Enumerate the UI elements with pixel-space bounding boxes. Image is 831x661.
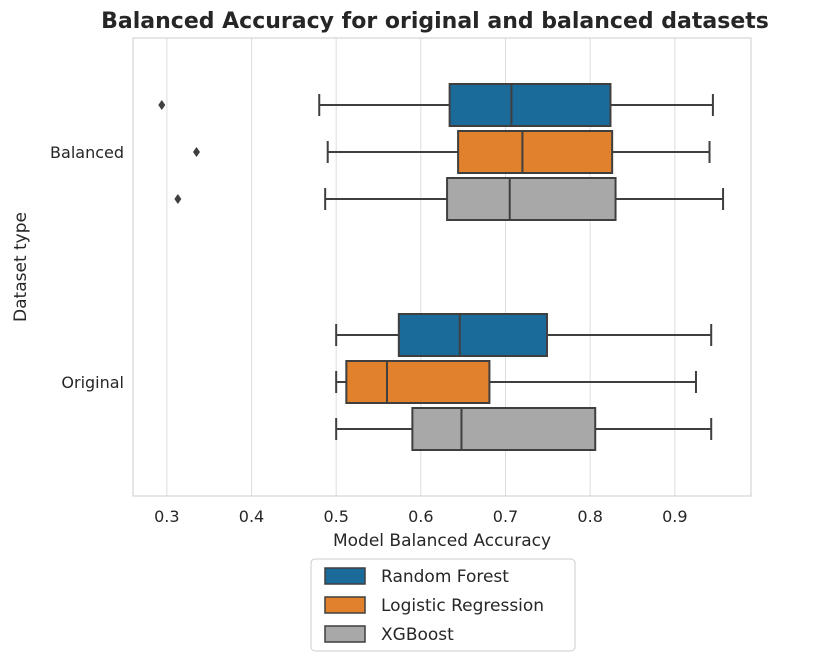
x-tick-labels: 0.3 0.4 0.5 0.6 0.7 0.8 0.9 xyxy=(154,507,687,526)
box-logistic-regression-balanced xyxy=(192,130,711,174)
y-tick-label-balanced: Balanced xyxy=(50,143,124,162)
plot-frame xyxy=(132,37,752,497)
outlier-point xyxy=(158,100,166,110)
x-tick-label: 0.3 xyxy=(154,507,179,526)
x-axis-label: Model Balanced Accuracy xyxy=(333,531,551,551)
legend-swatch-xgboost xyxy=(324,625,366,643)
legend: Random Forest Logistic Regression XGBoost xyxy=(310,558,576,652)
box-xgboost-balanced xyxy=(174,177,725,221)
x-tick-label: 0.5 xyxy=(323,507,348,526)
box-logistic-regression-original xyxy=(335,360,697,404)
legend-label-logistic-regression: Logistic Regression xyxy=(381,596,544,616)
chart-title: Balanced Accuracy for original and balan… xyxy=(101,9,769,34)
iqr-box xyxy=(446,177,617,221)
legend-swatch-random-forest xyxy=(324,567,366,585)
iqr-box xyxy=(345,360,491,404)
box-random-forest-balanced xyxy=(158,83,714,127)
box-random-forest-original xyxy=(335,313,713,357)
x-tick-label: 0.9 xyxy=(662,507,687,526)
y-tick-label-original: Original xyxy=(61,373,124,392)
legend-swatch-logistic-regression xyxy=(324,596,366,614)
iqr-box xyxy=(411,407,597,451)
outlier-point xyxy=(174,194,182,204)
iqr-box xyxy=(397,313,548,357)
y-axis-label: Dataset type xyxy=(11,212,31,322)
box-xgboost-original xyxy=(335,407,713,451)
box-layer xyxy=(158,83,725,451)
x-tick-label: 0.8 xyxy=(577,507,602,526)
x-tick-label: 0.6 xyxy=(408,507,433,526)
iqr-box xyxy=(457,130,614,174)
legend-label-random-forest: Random Forest xyxy=(381,567,509,587)
legend-label-xgboost: XGBoost xyxy=(381,625,454,645)
legend-frame xyxy=(310,558,576,652)
iqr-box xyxy=(448,83,612,127)
outlier-point xyxy=(192,147,200,157)
x-tick-label: 0.4 xyxy=(239,507,264,526)
x-tick-label: 0.7 xyxy=(493,507,518,526)
y-tick-labels: Balanced Original xyxy=(50,143,124,392)
